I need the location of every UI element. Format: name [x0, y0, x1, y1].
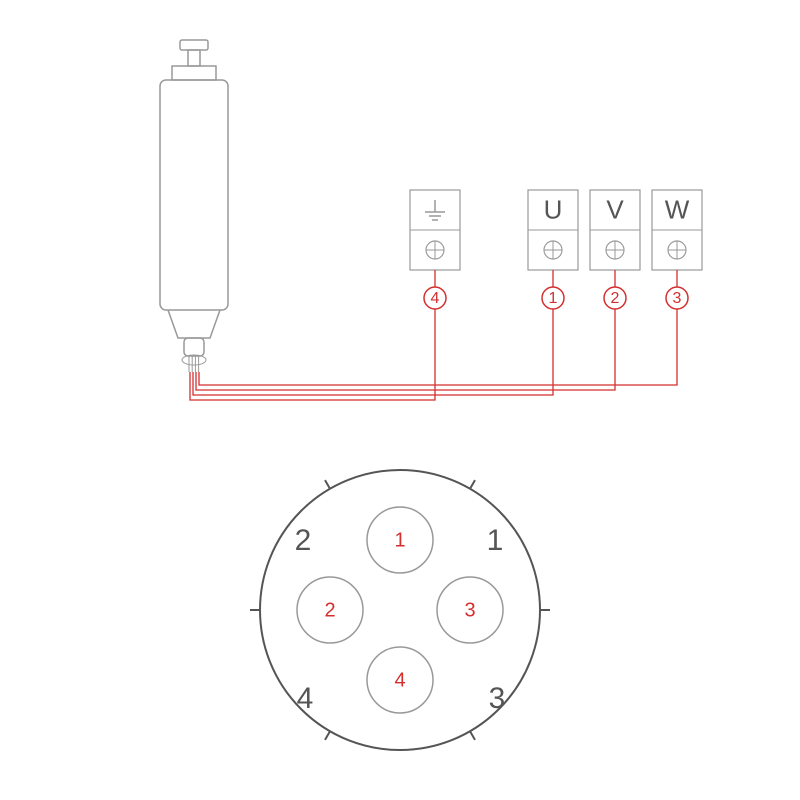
svg-text:2: 2 — [611, 290, 620, 307]
wire-4 — [190, 270, 435, 400]
connector-outer-label-3: 3 — [489, 682, 506, 715]
connector-outer-label-1: 1 — [487, 524, 504, 557]
terminal-ground — [410, 190, 460, 270]
terminal-W: W — [652, 190, 702, 270]
connector-outer-label-4: 4 — [297, 682, 314, 715]
wire-label-2: 2 — [604, 287, 626, 309]
terminal-label: V — [606, 194, 624, 224]
svg-text:3: 3 — [673, 290, 682, 307]
connector-pin-3: 3 — [437, 577, 503, 643]
terminal-U: U — [528, 190, 578, 270]
spindle-motor — [160, 40, 228, 372]
svg-text:1: 1 — [549, 290, 558, 307]
svg-text:3: 3 — [464, 599, 475, 621]
terminal-label: U — [544, 194, 563, 224]
wire-1 — [193, 270, 553, 395]
svg-text:2: 2 — [324, 599, 335, 621]
terminal-label: W — [665, 194, 690, 224]
wire-label-4: 4 — [424, 287, 446, 309]
svg-text:4: 4 — [431, 290, 440, 307]
svg-text:4: 4 — [394, 669, 405, 691]
wire-label-3: 3 — [666, 287, 688, 309]
connector-pin-2: 2 — [297, 577, 363, 643]
connector-outer-label-2: 2 — [295, 524, 312, 557]
terminal-V: V — [590, 190, 640, 270]
connector-face: 1 2 3 4 1 2 3 4 — [250, 470, 550, 750]
connector-pin-1: 1 — [367, 507, 433, 573]
connector-pin-4: 4 — [367, 647, 433, 713]
wiring-diagram: U V W 4 1 2 3 1 2 3 4 1 2 3 4 — [0, 0, 800, 800]
svg-text:1: 1 — [394, 529, 405, 551]
wire-label-1: 1 — [542, 287, 564, 309]
